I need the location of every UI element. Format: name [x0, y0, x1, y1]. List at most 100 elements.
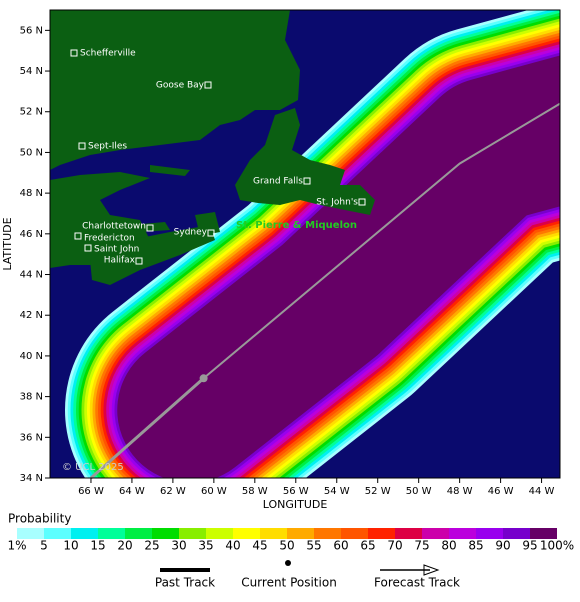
city-label: Charlottetown [82, 222, 146, 232]
y-tick-label: 44 N [20, 270, 43, 281]
legend-label: 75 [414, 539, 429, 553]
x-axis-label: LONGITUDE [263, 498, 328, 511]
city-label: Halifax [104, 256, 136, 266]
x-tick-label: 46 W [488, 486, 514, 497]
legend-label: 30 [171, 539, 186, 553]
legend-swatch [449, 528, 476, 539]
legend-swatch [341, 528, 368, 539]
city-label: Saint John [94, 245, 139, 255]
x-tick-label: 60 W [201, 486, 227, 497]
legend-swatch [206, 528, 233, 539]
y-tick-label: 42 N [20, 310, 43, 321]
city-marker [207, 229, 215, 237]
track [202, 102, 561, 380]
y-tick-label: 46 N [20, 229, 43, 240]
y-tick-label: 38 N [20, 392, 43, 403]
y-tick-label: 36 N [20, 432, 43, 443]
city-marker [204, 81, 212, 89]
region-label: St. Pierre & Miquelon [236, 220, 357, 231]
legend-label: 70 [387, 539, 402, 553]
x-tick-label: 50 W [406, 486, 432, 497]
city-label: St. John's [316, 198, 358, 208]
legend-swatch [125, 528, 152, 539]
legend-swatch [17, 528, 44, 539]
city-marker [146, 224, 154, 232]
city-label: Fredericton [84, 234, 135, 244]
legend-swatch [476, 528, 503, 539]
legend-label: 95 [522, 539, 537, 553]
frame [49, 9, 561, 479]
legend: 1% 5 10 15 20 25 30 35 40 45 50 55 60 65 70 75 80 85 90 95 1… [7, 528, 574, 553]
y-tick-label: 34 N [20, 473, 43, 484]
x-tick-label: 64 W [119, 486, 145, 497]
legend-swatch [44, 528, 71, 539]
city-label: Sydney [174, 228, 208, 238]
y-tick-label: 56 N [20, 25, 43, 36]
probability-band [117, 55, 560, 478]
legend-label: 80 [441, 539, 456, 553]
legend-swatch [260, 528, 287, 539]
legend-label: 60 [333, 539, 348, 553]
city-marker [78, 142, 86, 150]
legend-label: 45 [252, 539, 267, 553]
forecast-arrow [423, 564, 440, 576]
y-tick-label: 52 N [20, 107, 43, 118]
city-marker [358, 198, 366, 206]
y-axis-label: LATITUDE [1, 217, 14, 270]
y-tick-label: 40 N [20, 351, 43, 362]
city-marker [70, 49, 78, 57]
x-tick-label: 44 W [529, 486, 555, 497]
legend-item: Forecast Track [374, 576, 460, 590]
city-label: Schefferville [80, 49, 136, 59]
land [50, 10, 375, 285]
legend-swatch [395, 528, 422, 539]
legend-swatch [368, 528, 395, 539]
legend-label: 100% [540, 539, 574, 553]
legend-label: 10 [63, 539, 78, 553]
city-label: Sept-Iles [88, 142, 127, 152]
x-tick-label: 54 W [324, 486, 350, 497]
legend-swatch [233, 528, 260, 539]
city-marker [74, 232, 82, 240]
x-tick-label: 56 W [283, 486, 309, 497]
copyright: © UCL 2025 [62, 462, 124, 473]
legend-label: 25 [144, 539, 159, 553]
legend-label: 5 [40, 539, 48, 553]
current-position-symbol [285, 560, 291, 566]
city-marker [84, 244, 92, 252]
y-tick-label: 54 N [20, 66, 43, 77]
current-position [199, 374, 208, 383]
legend-label: 50 [279, 539, 294, 553]
legend-label: 65 [360, 539, 375, 553]
x-tick-label: 66 W [78, 486, 104, 497]
legend-swatch [503, 528, 530, 539]
legend-title: Probability [8, 512, 71, 526]
probability-bands [65, 10, 560, 478]
x-tick-label: 62 W [160, 486, 186, 497]
legend-swatch [287, 528, 314, 539]
legend-label: 90 [495, 539, 510, 553]
legend-swatch [314, 528, 341, 539]
legend-swatch [422, 528, 449, 539]
x-tick-label: 48 W [447, 486, 473, 497]
legend-swatch [71, 528, 98, 539]
x-tick-label: 58 W [242, 486, 268, 497]
city-label: Grand Falls [253, 177, 303, 187]
legend-swatch [179, 528, 206, 539]
legend-item: Past Track [155, 576, 215, 590]
x-tick-label: 52 W [365, 486, 391, 497]
legend-label: 55 [306, 539, 321, 553]
y-tick-label: 50 N [20, 147, 43, 158]
legend-swatch [530, 528, 557, 539]
legend-label: 20 [117, 539, 132, 553]
map: 66 W 64 W 62 W 60 W 58 W 56 W 54 W 52 W 50 W 48 W… [20, 25, 561, 497]
legend-item: Current Position [241, 576, 337, 590]
legend-label: 15 [90, 539, 105, 553]
track [89, 377, 205, 480]
legend-swatch [98, 528, 125, 539]
city-marker [303, 177, 311, 185]
legend-label: 1% [7, 539, 26, 553]
legend-label: 40 [225, 539, 240, 553]
city-marker [135, 257, 143, 265]
